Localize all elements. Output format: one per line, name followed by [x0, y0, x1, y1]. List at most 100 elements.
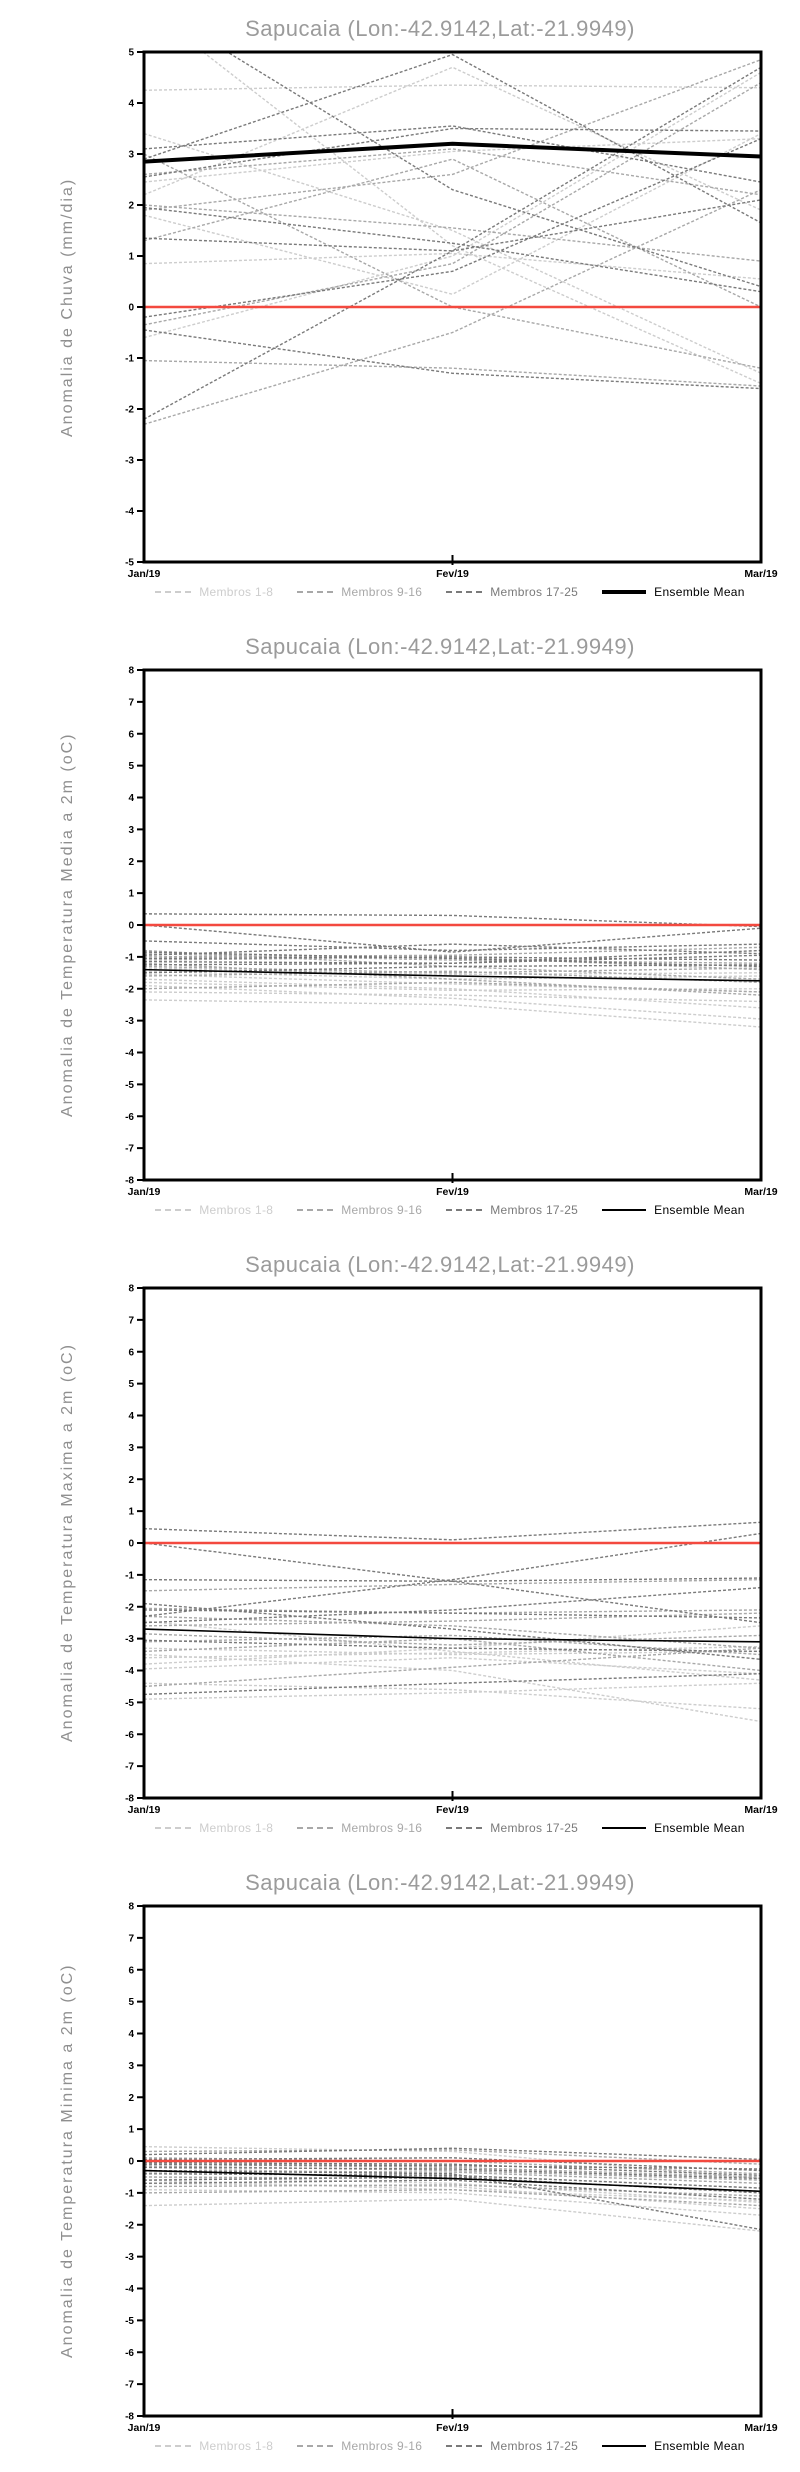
- member-line: [144, 973, 761, 993]
- y-tick-label: 6: [128, 1347, 134, 1358]
- member-line: [144, 1586, 761, 1624]
- legend-label: Ensemble Mean: [654, 1821, 745, 1835]
- member-line: [144, 2182, 761, 2210]
- y-tick-label: -8: [125, 1794, 134, 1805]
- member-line: [144, 189, 761, 425]
- member-line: [144, 913, 761, 928]
- member-line: [226, 52, 761, 288]
- legend-label: Membros 1-8: [199, 585, 274, 599]
- member-line: [144, 2184, 761, 2197]
- member-line: [144, 2166, 761, 2180]
- member-line: [144, 71, 761, 339]
- member-line: [144, 1639, 761, 1653]
- member-line: [201, 52, 761, 385]
- y-tick-label: -6: [125, 1112, 134, 1123]
- x-tick-label: Fev/19: [436, 568, 469, 580]
- member-line: [144, 2145, 761, 2180]
- legend-solid-line-sample: [602, 1827, 647, 1829]
- member-line: [144, 58, 761, 211]
- y-tick-label: 8: [128, 1284, 134, 1295]
- legend-item-ensemble-mean: Ensemble Mean: [602, 585, 745, 599]
- x-tick-label: Mar/19: [744, 1186, 777, 1198]
- member-line: [144, 2176, 761, 2192]
- member-line: [144, 2173, 761, 2189]
- y-tick-label: 2: [128, 201, 134, 212]
- legend: Membros 1-8 Membros 9-16 Membros 17-25 Ense…: [120, 2437, 780, 2455]
- legend-item-members-9-16: Membros 9-16: [297, 1821, 422, 1835]
- legend-dashed-line-sample: [297, 1827, 334, 1829]
- chart-title: Sapucaia (Lon:-42.9142,Lat:-21.9949): [245, 1870, 635, 1895]
- member-line: [144, 2161, 761, 2177]
- member-line: [144, 924, 761, 953]
- y-tick-label: -3: [125, 1016, 134, 1027]
- member-line: [144, 1682, 761, 1710]
- member-line: [144, 127, 761, 178]
- member-line: [144, 1645, 761, 1659]
- y-tick-label: -6: [125, 1730, 134, 1741]
- y-tick-label: 4: [128, 793, 134, 804]
- y-tick-label: 2: [128, 2093, 134, 2104]
- member-line: [144, 1653, 761, 1723]
- y-tick-label: 3: [128, 150, 134, 161]
- chart-title: Sapucaia (Lon:-42.9142,Lat:-21.9949): [245, 1252, 635, 1277]
- y-tick-label: -4: [125, 507, 134, 518]
- y-tick-label: -4: [125, 2284, 134, 2295]
- legend-item-ensemble-mean: Ensemble Mean: [602, 2439, 745, 2453]
- member-line: [144, 1607, 761, 1614]
- y-tick-label: -2: [125, 2220, 134, 2231]
- legend-dashed-line-sample: [446, 1209, 483, 1211]
- legend-item-members-1-8: Membros 1-8: [155, 585, 273, 599]
- y-tick-label: 1: [128, 252, 134, 263]
- y-tick-label: 7: [128, 1933, 134, 1944]
- y-tick-label: -5: [125, 2316, 134, 2327]
- member-line: [144, 206, 761, 293]
- member-line: [144, 53, 761, 224]
- member-line: [144, 1578, 761, 1592]
- member-line: [144, 2188, 761, 2207]
- y-tick-label: 6: [128, 1965, 134, 1976]
- member-line: [144, 2157, 761, 2172]
- member-line: [144, 2198, 761, 2232]
- y-tick-label: -4: [125, 1048, 134, 1059]
- legend-item-members-17-25: Membros 17-25: [446, 1821, 578, 1835]
- member-line: [144, 2169, 761, 2231]
- member-line: [144, 66, 761, 211]
- y-tick-label: -5: [125, 1080, 134, 1091]
- legend-dashed-line-sample: [297, 2445, 334, 2447]
- member-line: [144, 946, 761, 958]
- y-tick-label: 4: [128, 2029, 134, 2040]
- legend-dashed-line-sample: [155, 1827, 192, 1829]
- legend-label: Ensemble Mean: [654, 2439, 745, 2453]
- legend-label: Membros 1-8: [199, 1821, 274, 1835]
- legend-label: Membros 9-16: [341, 585, 423, 599]
- legend-label: Membros 9-16: [341, 1821, 423, 1835]
- member-line: [144, 2163, 761, 2170]
- member-line: [144, 999, 761, 1028]
- legend-label: Membros 9-16: [341, 1203, 423, 1217]
- legend-label: Ensemble Mean: [654, 585, 745, 599]
- member-line: [144, 991, 761, 1003]
- legend-solid-line-sample: [602, 2445, 647, 2447]
- legend: Membros 1-8 Membros 9-16 Membros 17-25 Ense…: [120, 1201, 780, 1219]
- y-tick-label: -4: [125, 1666, 134, 1677]
- legend-item-members-9-16: Membros 9-16: [297, 2439, 422, 2453]
- member-line: [144, 984, 761, 1020]
- y-tick-label: 3: [128, 825, 134, 836]
- member-line: [144, 962, 761, 996]
- ensemble-mean-line: [144, 1628, 761, 1643]
- legend-item-ensemble-mean: Ensemble Mean: [602, 1203, 745, 1217]
- legend-item-ensemble-mean: Ensemble Mean: [602, 1821, 745, 1835]
- member-line: [144, 204, 761, 262]
- member-line: [144, 940, 761, 952]
- y-tick-label: 0: [128, 921, 134, 932]
- y-tick-label: 5: [128, 48, 134, 59]
- member-line: [144, 2166, 761, 2189]
- chart-block-mean-temperature-anomaly: Sapucaia (Lon:-42.9142,Lat:-21.9949) Ano…: [0, 618, 800, 1236]
- y-tick-label: 5: [128, 1997, 134, 2008]
- member-line: [144, 2149, 761, 2165]
- legend-label: Membros 17-25: [490, 1821, 579, 1835]
- member-line: [144, 132, 761, 295]
- legend-dashed-line-sample: [155, 1209, 192, 1211]
- x-tick-label: Mar/19: [744, 568, 777, 580]
- legend-solid-line-sample: [602, 1209, 647, 1211]
